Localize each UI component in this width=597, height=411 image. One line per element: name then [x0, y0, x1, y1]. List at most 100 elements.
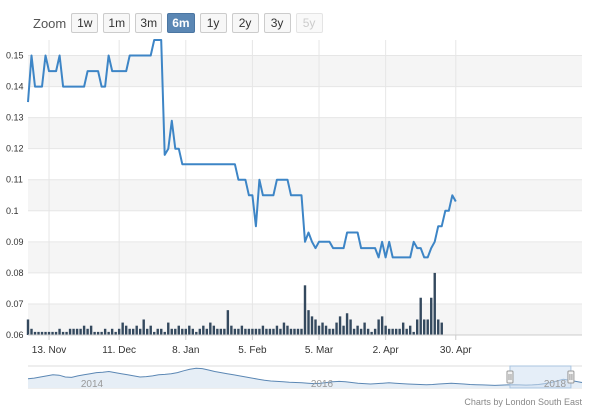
volume-bar: [61, 331, 65, 335]
volume-bar: [33, 331, 37, 335]
volume-bar: [437, 319, 440, 335]
x-tick-label: 30. Apr: [440, 345, 472, 356]
zoom-button-2y[interactable]: 2y: [231, 13, 259, 33]
volume-bar: [121, 322, 124, 335]
zoom-button-1w[interactable]: 1w: [71, 13, 99, 33]
volume-bar: [153, 331, 156, 335]
volume-bar: [202, 325, 205, 335]
zoom-button-3y[interactable]: 3y: [263, 13, 291, 33]
volume-bar: [363, 322, 366, 335]
volume-bar: [359, 328, 363, 335]
volume-bar: [275, 325, 279, 335]
plot-band: [28, 117, 582, 149]
volume-bar: [209, 322, 212, 335]
navigator-year-label: 2014: [81, 379, 104, 390]
navigator-handle[interactable]: [567, 370, 575, 384]
volume-bar: [30, 328, 33, 335]
volume-bar: [68, 328, 72, 335]
zoom-button-1y[interactable]: 1y: [199, 13, 227, 33]
zoom-button-3m[interactable]: 3m: [135, 13, 163, 33]
volume-bar: [384, 325, 387, 335]
zoom-button-6m[interactable]: 6m: [167, 13, 195, 33]
volume-bar: [412, 331, 415, 335]
volume-bar: [40, 331, 44, 335]
volume-bar: [303, 285, 307, 335]
volume-bar: [345, 313, 349, 335]
zoom-button-5y: 5y: [295, 13, 323, 33]
volume-bar: [212, 325, 216, 335]
volume-bar: [146, 328, 149, 335]
volume-bar: [247, 328, 251, 335]
volume-bar: [47, 331, 51, 335]
y-tick-label: 0.15: [6, 51, 24, 61]
volume-bar: [289, 328, 293, 335]
x-tick-label: 11. Dec: [102, 345, 136, 356]
volume-bar: [170, 328, 173, 335]
y-tick-label: 0.14: [6, 82, 24, 92]
volume-bar: [156, 328, 159, 335]
volume-bar: [72, 328, 75, 335]
volume-bar: [380, 316, 384, 335]
volume-bar: [142, 319, 145, 335]
volume-bar: [352, 328, 356, 335]
volume-bar: [198, 328, 202, 335]
navigator-year-label: 2018: [544, 379, 567, 390]
x-tick-label: 5. Feb: [238, 345, 267, 356]
volume-bar: [135, 325, 138, 335]
volume-bar: [107, 331, 110, 335]
volume-bar: [163, 331, 166, 335]
navigator[interactable]: 2014 2016 2018: [27, 365, 583, 390]
volume-bar: [174, 328, 177, 335]
volume-bar: [167, 322, 170, 335]
x-tick-label: 8. Jan: [172, 345, 199, 356]
volume-bar: [96, 331, 100, 335]
volume-bar: [114, 331, 117, 335]
volume-bar: [240, 325, 244, 335]
volume-bar: [251, 328, 254, 335]
volume-bar: [184, 328, 187, 335]
volume-bar: [216, 328, 219, 335]
volume-bar: [265, 328, 268, 335]
volume-bar: [124, 325, 128, 335]
volume-bar: [188, 325, 191, 335]
volume-series: [26, 272, 443, 335]
volume-bar: [338, 316, 342, 335]
chart-credit[interactable]: Charts by London South East: [464, 397, 582, 407]
volume-bar: [230, 325, 233, 335]
volume-bar: [205, 328, 209, 335]
volume-bar: [268, 328, 272, 335]
volume-bar: [401, 322, 405, 335]
volume-bar: [75, 328, 79, 335]
volume-bar: [44, 331, 47, 335]
volume-bar: [373, 328, 377, 335]
volume-bar: [310, 316, 314, 335]
volume-bar: [51, 331, 54, 335]
volume-bar: [219, 328, 223, 335]
x-axis: 13. Nov 11. Dec 8. Jan 5. Feb 5. Mar 2. Apr 30…: [28, 334, 582, 356]
volume-bar: [282, 322, 286, 335]
volume-bar: [258, 328, 261, 335]
volume-bar: [149, 325, 152, 335]
volume-bar: [317, 325, 321, 335]
volume-bar: [286, 325, 289, 335]
navigator-handle[interactable]: [506, 370, 514, 384]
volume-bar: [254, 328, 258, 335]
volume-bar: [391, 328, 394, 335]
volume-bar: [177, 325, 180, 335]
volume-bar: [419, 297, 422, 335]
volume-bar: [328, 328, 331, 335]
volume-bar: [58, 328, 61, 335]
volume-bar: [370, 331, 373, 335]
volume-bar: [366, 328, 370, 335]
zoom-bar: Zoom 1w 1m 3m 6m 1y 2y 3y 5y: [33, 12, 328, 34]
volume-bar: [79, 328, 82, 335]
volume-bar: [314, 319, 317, 335]
plot-band: [28, 241, 582, 273]
volume-bar: [128, 328, 131, 335]
volume-bar: [279, 328, 282, 335]
volume-bar: [272, 328, 275, 335]
price-series[interactable]: [27, 39, 457, 259]
zoom-button-1m[interactable]: 1m: [103, 13, 131, 33]
volume-bar: [103, 328, 107, 335]
